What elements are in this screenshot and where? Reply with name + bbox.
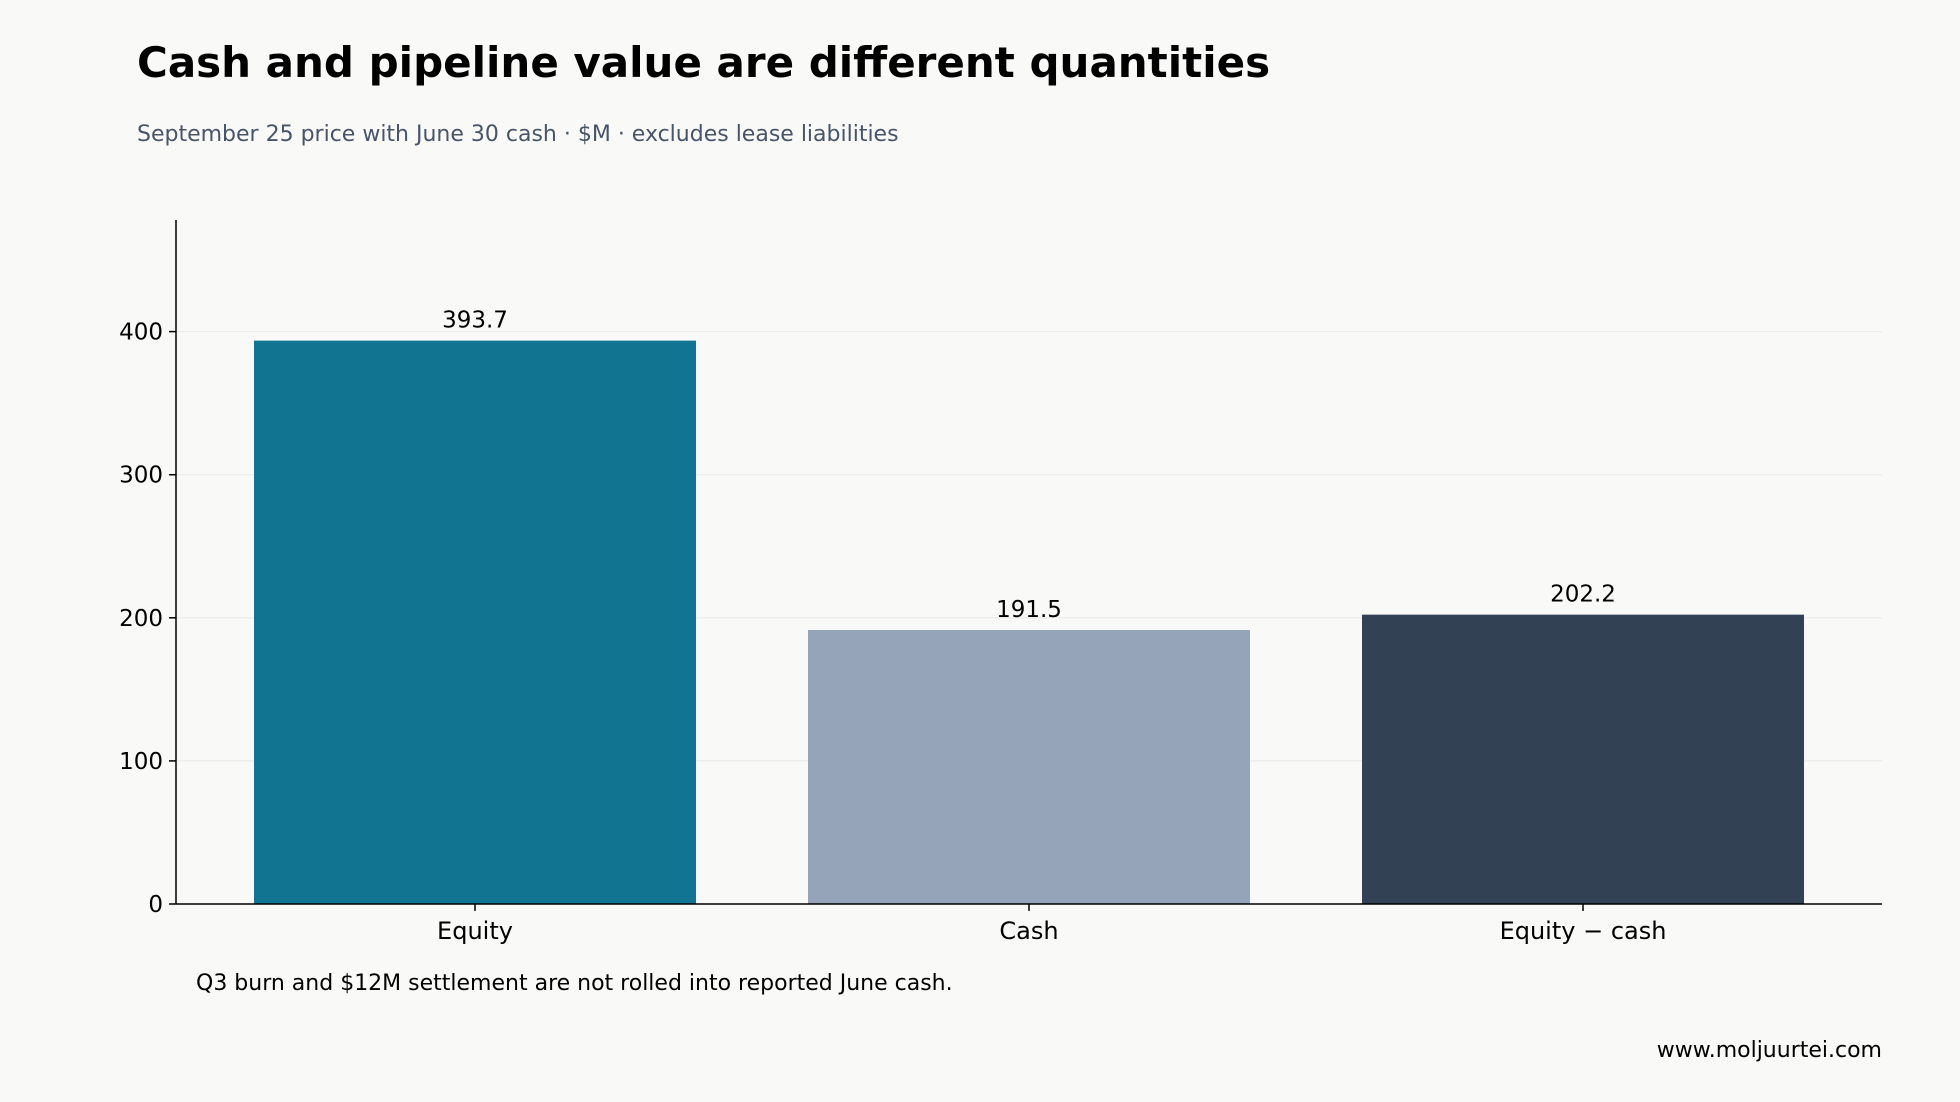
y-tick-label: 200 <box>119 606 163 632</box>
x-category-label: Cash <box>999 917 1058 945</box>
bar-value-label: 393.7 <box>442 308 508 334</box>
source-credit: www.moljuurtei.com <box>1656 1038 1882 1063</box>
y-tick-label: 0 <box>148 892 163 918</box>
bars <box>254 340 1804 904</box>
y-tick-label: 400 <box>119 320 163 346</box>
bar <box>254 340 696 904</box>
y-tick-label: 300 <box>119 463 163 489</box>
bar <box>1362 614 1804 904</box>
chart-subtitle: September 25 price with June 30 cash · $… <box>137 122 899 147</box>
bar-value-label: 191.5 <box>996 597 1062 623</box>
y-tick-label: 100 <box>119 749 163 775</box>
axes <box>169 220 1882 911</box>
chart-title: Cash and pipeline value are different qu… <box>137 38 1271 87</box>
x-category-label: Equity <box>437 917 513 945</box>
bar-value-label: 202.2 <box>1550 582 1616 608</box>
chart-footnote: Q3 burn and $12M settlement are not roll… <box>196 971 953 996</box>
labels: 0 100 200 300 400 393.7 Equity 191.5 Cash 202.2 Eq… <box>119 308 1666 945</box>
x-category-label: Equity − cash <box>1500 917 1667 945</box>
bar <box>808 629 1250 904</box>
